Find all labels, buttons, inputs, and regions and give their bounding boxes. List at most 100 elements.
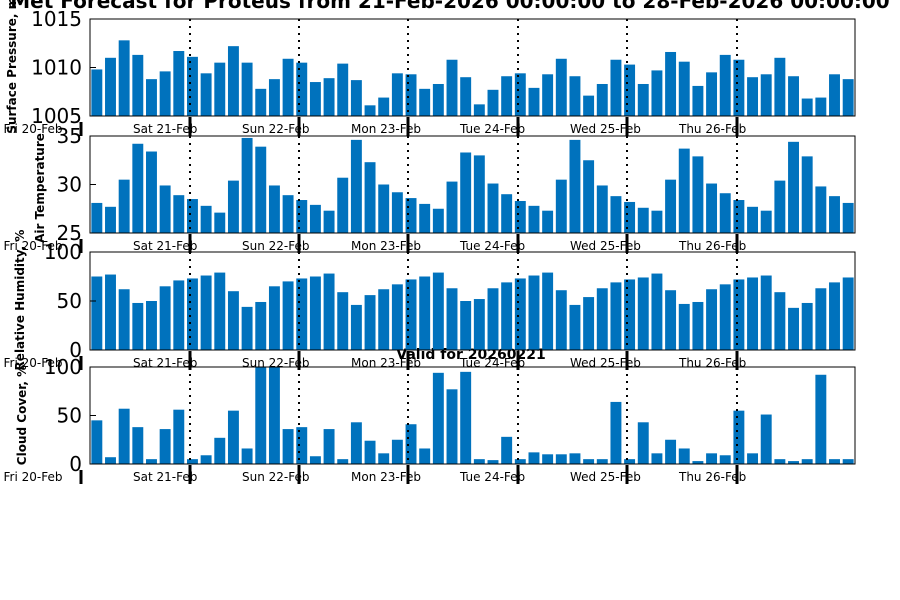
bar-pressure-23 [405,74,417,116]
bar-relative_humidity-2 [118,289,130,350]
bar-cloud_cover-2 [118,408,130,464]
bar-cloud_cover-26 [446,389,458,464]
bar-pressure-42 [665,51,677,117]
bar-relative_humidity-52 [801,302,813,350]
bar-relative_humidity-45 [706,289,718,350]
bar-cloud_cover-47 [733,410,745,464]
bar-relative_humidity-23 [405,279,417,350]
bar-pressure-5 [159,71,171,116]
bar-relative_humidity-36 [583,297,595,350]
bar-air_temperature-24 [419,203,431,233]
bar-air_temperature-36 [583,160,595,233]
bar-air_temperature-30 [501,194,513,233]
bar-air_temperature-45 [706,183,718,233]
bar-relative_humidity-53 [815,288,827,350]
bar-cloud_cover-30 [501,436,513,464]
bar-cloud_cover-45 [706,453,718,464]
bar-air_temperature-8 [200,205,212,233]
bar-air_temperature-23 [405,198,417,233]
bar-pressure-14 [282,58,294,116]
bar-pressure-19 [350,80,362,116]
chart-title: Met Forecast for Proteus from 21-Feb-202… [10,0,889,13]
ytick-label-air_temperature-1: 30 [57,173,82,197]
bar-cloud_cover-42 [665,439,677,464]
bar-pressure-15 [296,62,308,116]
bar-air_temperature-26 [446,181,458,233]
bar-pressure-2 [118,40,130,117]
bar-cloud_cover-34 [555,454,567,464]
bar-relative_humidity-25 [432,272,444,350]
day-label-0: Fri 20-Feb [4,470,63,484]
bar-pressure-33 [542,74,554,116]
ylabel-cloud_cover: Cloud Cover, % [15,365,29,465]
bar-relative_humidity-7 [186,278,198,350]
bar-air_temperature-46 [719,193,731,233]
bar-pressure-9 [214,62,226,116]
bar-air_temperature-42 [665,179,677,233]
bar-relative_humidity-55 [842,277,854,350]
bar-relative_humidity-17 [323,273,335,350]
bar-air_temperature-35 [569,139,581,233]
bar-pressure-35 [569,76,581,116]
bar-cloud_cover-24 [419,448,431,464]
bar-pressure-54 [829,74,840,116]
bar-pressure-18 [337,63,349,116]
ytick-label-pressure-1: 1010 [31,56,82,80]
bar-pressure-1 [105,57,116,116]
bar-relative_humidity-34 [555,290,567,350]
bar-cloud_cover-21 [378,453,390,464]
ylabel-air_temperature: Air Temperature [33,133,47,243]
day-label-5: Wed 25-Feb [570,122,641,136]
bar-pressure-34 [555,58,567,116]
bar-air_temperature-41 [651,210,663,233]
bar-pressure-48 [747,77,759,116]
day-label-3: Mon 23-Feb [351,122,421,136]
day-label-1: Sat 21-Feb [133,239,197,253]
bar-air_temperature-18 [337,177,349,233]
bar-air_temperature-32 [528,205,540,233]
bar-pressure-7 [186,56,198,116]
bar-cloud_cover-53 [815,374,827,464]
day-label-2: Sun 22-Feb [242,122,310,136]
bar-cloud_cover-4 [146,459,157,464]
ytick-label-relative_humidity-2: 100 [44,240,82,264]
day-label-1: Sat 21-Feb [133,470,197,484]
bar-pressure-52 [801,98,813,116]
bar-cloud_cover-40 [637,422,649,464]
bar-cloud_cover-52 [801,459,813,464]
bar-relative_humidity-32 [528,275,540,350]
bar-cloud_cover-13 [268,367,280,464]
bar-air_temperature-10 [227,180,239,233]
ytick-label-pressure-2: 1015 [31,7,82,31]
bar-pressure-49 [760,74,772,116]
bar-cloud_cover-11 [241,448,253,464]
bar-relative_humidity-4 [146,301,157,350]
bar-relative_humidity-40 [637,277,649,350]
bar-relative_humidity-46 [719,284,731,350]
bar-pressure-38 [610,59,622,116]
bar-air_temperature-25 [432,208,444,233]
day-label-5: Wed 25-Feb [570,356,641,370]
bar-pressure-16 [309,82,321,116]
bar-relative_humidity-38 [610,282,622,350]
bar-air_temperature-54 [829,196,840,233]
bar-pressure-4 [146,79,157,116]
bar-relative_humidity-29 [487,288,499,350]
bar-pressure-41 [651,70,663,116]
bar-cloud_cover-36 [583,459,595,464]
bar-cloud_cover-17 [323,429,335,464]
bar-cloud_cover-14 [282,429,294,464]
bar-relative_humidity-12 [255,301,267,350]
bar-air_temperature-27 [460,152,472,233]
bar-pressure-20 [364,105,376,116]
bar-air_temperature-50 [774,180,786,233]
bar-pressure-55 [842,79,854,116]
bar-pressure-12 [255,88,267,116]
bar-relative_humidity-28 [473,299,485,350]
bar-pressure-3 [132,54,144,116]
bar-relative_humidity-18 [337,292,349,350]
day-label-3: Mon 23-Feb [351,470,421,484]
bar-cloud_cover-22 [391,439,403,464]
bar-air_temperature-4 [146,151,157,233]
bar-relative_humidity-41 [651,273,663,350]
